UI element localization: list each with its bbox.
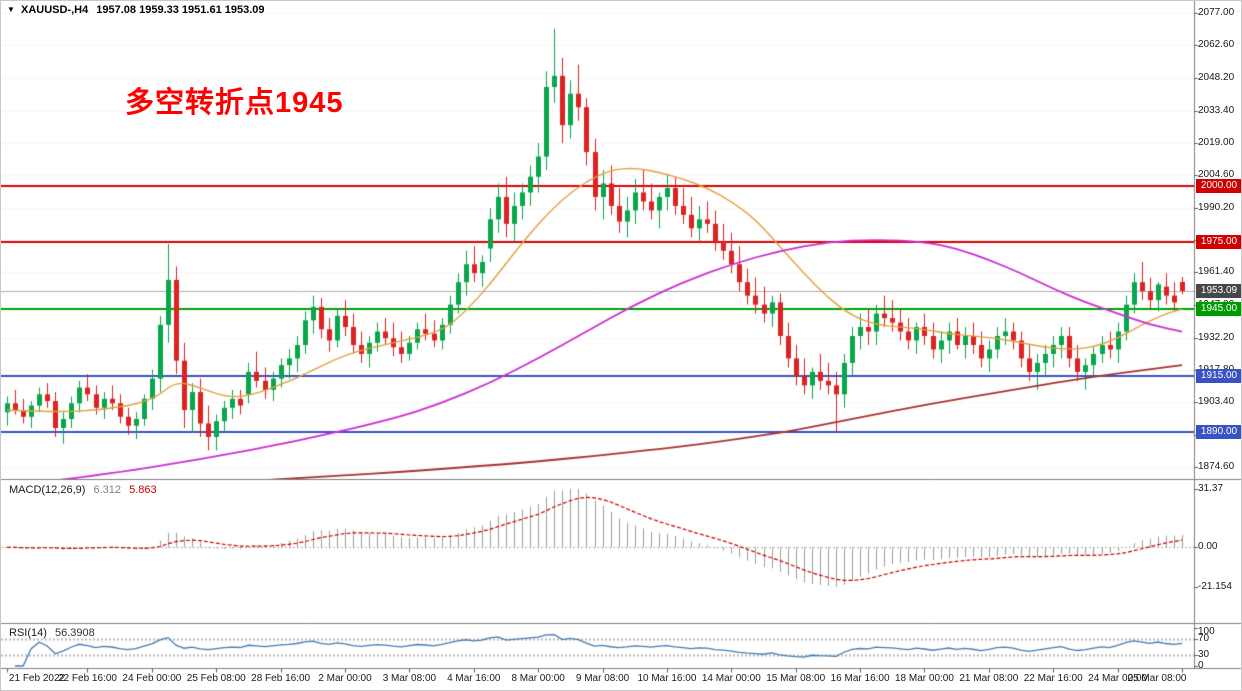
time-tick-label: 21 Mar 08:00 <box>959 673 1019 684</box>
rsi-axis-label: 70 <box>1198 633 1210 645</box>
symbol-ohlc-header: ▼ XAUUSD-,H4 1957.08 1959.33 1951.61 195… <box>7 4 265 16</box>
time-tick-label: 2 Mar 00:00 <box>318 673 372 684</box>
annotation-text: 多空转折点1945 <box>125 87 344 119</box>
rsi-indicator-label: RSI(14) 56.3908 <box>9 627 95 639</box>
macd-axis-label: 31.37 <box>1198 482 1224 494</box>
price-tick-label: 2062.60 <box>1198 39 1235 51</box>
time-tick-label: 8 Mar 00:00 <box>511 673 565 684</box>
macd-axis-label: -21.154 <box>1198 580 1232 592</box>
rsi-axis-label: 0 <box>1198 660 1204 671</box>
collapse-arrow-icon[interactable]: ▼ <box>7 5 15 14</box>
time-tick-label: 4 Mar 16:00 <box>447 673 501 684</box>
ohlc-values: 1957.08 1959.33 1951.61 1953.09 <box>96 4 265 16</box>
rsi-name: RSI(14) <box>9 627 47 639</box>
time-tick-label: 14 Mar 00:00 <box>701 673 761 684</box>
time-tick-label: 9 Mar 08:00 <box>575 673 630 684</box>
price-tick-label: 1874.60 <box>1198 461 1235 472</box>
macd-name: MACD(12,26,9) <box>9 484 86 496</box>
price-tick-label: 1990.20 <box>1198 201 1235 213</box>
price-tick-label: 2077.00 <box>1198 7 1235 18</box>
price-level-badge: 1915.00 <box>1196 369 1241 384</box>
price-tick-label: 1961.40 <box>1198 266 1235 278</box>
time-tick-label: 24 Feb 00:00 <box>122 673 182 684</box>
current-price-badge: 1953.09 <box>1196 283 1241 298</box>
price-tick-label: 1903.40 <box>1198 396 1235 408</box>
price-level-badge: 2000.00 <box>1196 178 1241 193</box>
time-tick-label: 22 Mar 16:00 <box>1023 673 1083 684</box>
time-tick-label: 10 Mar 16:00 <box>637 673 697 684</box>
price-tick-label: 2019.00 <box>1198 137 1235 149</box>
time-tick-label: 24 Mar 00:00 <box>1088 673 1148 684</box>
price-level-badge: 1945.00 <box>1196 302 1241 317</box>
price-level-badge: 1975.00 <box>1196 234 1241 249</box>
time-tick-label: 15 Mar 08:00 <box>766 673 826 684</box>
time-tick-label: 25 Mar 08:00 <box>1127 673 1187 684</box>
macd-axis-label: 0.00 <box>1198 541 1218 553</box>
time-tick-label: 28 Feb 16:00 <box>251 673 311 684</box>
price-tick-label: 1932.20 <box>1198 331 1235 343</box>
time-tick-label: 18 Mar 00:00 <box>894 673 954 684</box>
symbol-period-label: XAUUSD-,H4 <box>20 4 89 16</box>
time-tick-label: 3 Mar 08:00 <box>382 673 437 684</box>
time-tick-label: 25 Feb 08:00 <box>186 673 246 684</box>
macd-signal-value: 5.863 <box>129 484 157 496</box>
rsi-value: 56.3908 <box>54 627 95 639</box>
price-tick-label: 2033.40 <box>1198 104 1235 116</box>
macd-main-value: 6.312 <box>93 484 122 496</box>
time-tick-label: 22 Feb 16:00 <box>58 673 117 684</box>
rsi-axis-label: 100 <box>1198 625 1215 637</box>
time-tick-label: 16 Mar 16:00 <box>830 673 890 684</box>
price-tick-label: 2004.60 <box>1198 169 1235 181</box>
macd-indicator-label: MACD(12,26,9) 6.312 5.863 <box>9 484 157 496</box>
price-level-badge: 1890.00 <box>1196 425 1241 440</box>
time-tick-label: 21 Feb 2022 <box>8 673 66 684</box>
rsi-axis-label: 30 <box>1198 648 1210 660</box>
price-tick-label: 2048.20 <box>1198 71 1235 83</box>
